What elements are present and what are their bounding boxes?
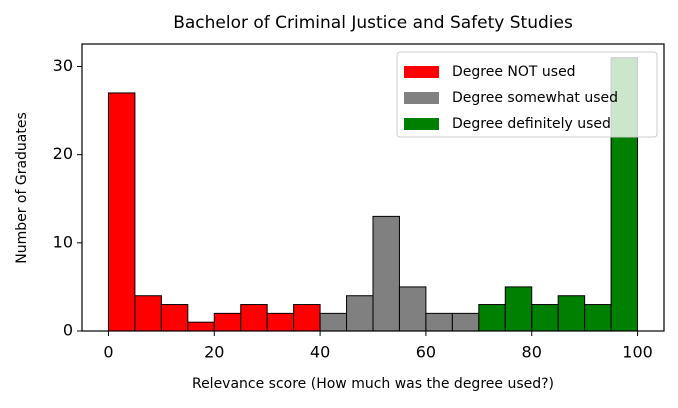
y-tick-label: 0	[63, 321, 73, 340]
legend-swatch	[404, 66, 439, 78]
histogram-bar	[478, 304, 506, 332]
histogram-bar	[398, 286, 427, 332]
legend-box	[396, 51, 658, 138]
histogram-bar	[531, 304, 559, 332]
chart-title: Bachelor of Criminal Justice and Safety …	[173, 13, 573, 33]
y-tick-label: 10	[53, 232, 73, 251]
histogram-bar	[319, 312, 348, 332]
histogram-bar	[160, 304, 189, 332]
histogram-bar	[107, 92, 136, 332]
legend-label: Degree NOT used	[452, 64, 576, 80]
histogram-bar	[213, 312, 242, 332]
legend-swatch	[404, 92, 439, 104]
y-tick-label: 20	[53, 144, 73, 163]
plot-frame	[81, 43, 665, 332]
y-tick-label: 30	[53, 56, 73, 75]
histogram-bar	[557, 295, 586, 332]
x-tick-label: 40	[310, 343, 330, 362]
x-tick-label: 60	[416, 343, 436, 362]
x-tick-label: 100	[622, 343, 653, 362]
legend-label: Degree definitely used	[452, 116, 611, 132]
bars	[107, 57, 639, 332]
legend-swatch	[404, 118, 439, 130]
histogram-bar	[240, 304, 268, 332]
histogram-bar	[504, 286, 533, 332]
histogram-bar	[584, 304, 612, 332]
x-tick-label: 0	[103, 343, 113, 362]
x-tick-label: 20	[204, 343, 224, 362]
y-axis-label: Number of Graduates	[14, 112, 30, 264]
legend-label: Degree somewhat used	[452, 90, 618, 106]
axes: 0 20 40 60 80 100 0 10 20 30	[53, 43, 665, 362]
x-axis-label: Relevance score (How much was the degree…	[192, 376, 554, 392]
histogram-bar	[187, 321, 215, 332]
histogram-bar	[293, 304, 321, 332]
histogram-bar	[372, 215, 400, 332]
histogram-bar	[425, 312, 453, 332]
legend: Degree NOT used Degree somewhat used Degre…	[396, 51, 658, 138]
histogram-bar	[451, 312, 480, 332]
histogram-bar	[134, 295, 162, 332]
x-tick-label: 80	[522, 343, 542, 362]
histogram-bar	[266, 312, 295, 332]
histogram-bar	[346, 295, 374, 332]
